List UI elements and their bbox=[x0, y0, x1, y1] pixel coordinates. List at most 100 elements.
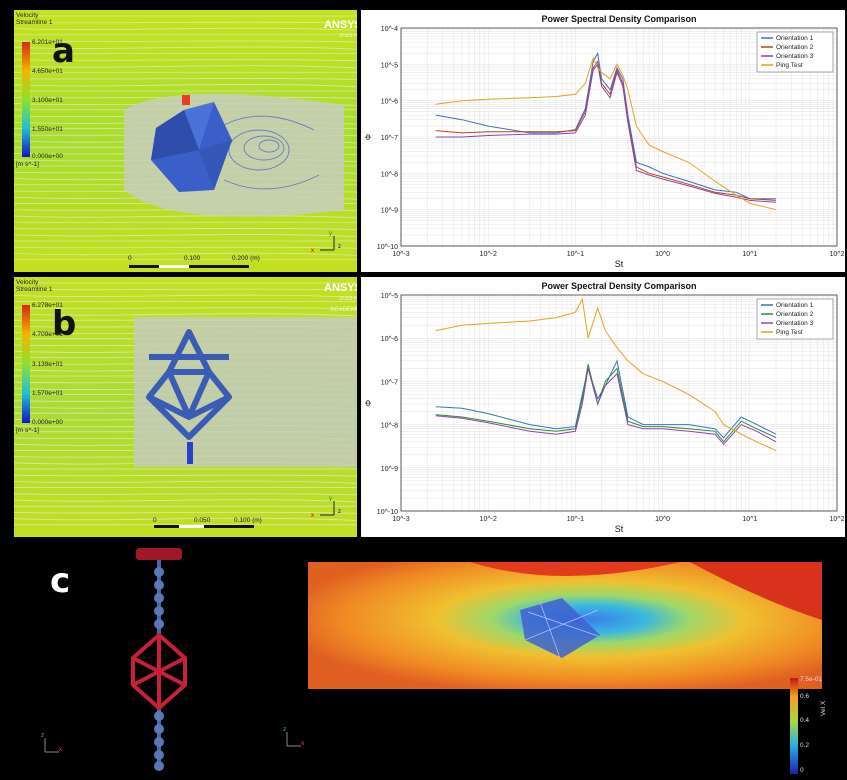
y-tick-label: 10^-9 bbox=[381, 208, 398, 215]
y-tick-label: 10^-5 bbox=[381, 293, 398, 300]
legend-subtitle-a: Streamline 1 bbox=[16, 19, 53, 26]
x-tick-label: 10^-3 bbox=[392, 251, 409, 258]
axis-z-c1: z bbox=[41, 732, 45, 739]
series-line bbox=[435, 368, 777, 446]
ansys-logo-a: ANSYS2023 R1 bbox=[324, 19, 357, 40]
svg-text:z: z bbox=[338, 244, 341, 250]
x-tick-label: 10^-3 bbox=[392, 516, 409, 523]
velocity-legend-bar bbox=[22, 305, 30, 423]
y-tick-label: 10^-4 bbox=[381, 26, 398, 33]
y-tick-label: 10^-9 bbox=[381, 466, 398, 473]
colorbar-tick: 0.4 bbox=[800, 717, 810, 724]
x-tick-label: 10^0 bbox=[655, 516, 670, 523]
tether-model bbox=[131, 548, 187, 771]
scalebar-label-a: 0.100 bbox=[184, 255, 201, 262]
axis-z-c2: z bbox=[283, 726, 287, 733]
x-tick-label: 10^2 bbox=[830, 251, 845, 258]
ansys-logo-b: ANSYS2023 R1 ACADEMIC bbox=[324, 282, 357, 314]
panel-c: c bbox=[0, 540, 847, 780]
colorbar-top: 7.5e-01 bbox=[800, 676, 823, 683]
legend-entry: Orientation 3 bbox=[776, 320, 814, 327]
velocity-legend-bar bbox=[22, 42, 30, 157]
legend-tick-a: 6.201e+01 bbox=[32, 39, 63, 46]
legend-entry: Orientation 3 bbox=[776, 53, 814, 60]
x-tick-label: 10^2 bbox=[830, 516, 845, 523]
colorbar-tick: 0.2 bbox=[800, 742, 810, 749]
y-tick-label: 10^-10 bbox=[377, 509, 398, 516]
y-axis-label: Φ bbox=[364, 400, 373, 406]
y-tick-label: 10^-7 bbox=[381, 379, 398, 386]
scalebar-label-b: 0.100 (m) bbox=[234, 517, 262, 524]
y-tick-label: 10^-8 bbox=[381, 171, 398, 178]
legend-entry: Orientation 1 bbox=[776, 302, 814, 309]
legend-entry: Orientation 1 bbox=[776, 35, 814, 42]
scalebar-label-a: 0.200 (m) bbox=[232, 255, 260, 262]
legend-tick-b: 3.139e+01 bbox=[32, 361, 63, 368]
panel-a-cfd: x y z a ANSYS2023 R1 Velocity Streamline 1… bbox=[14, 10, 357, 272]
legend-tick-b: 6.278e+01 bbox=[32, 302, 63, 309]
legend-subtitle-b: Streamline 1 bbox=[16, 286, 53, 293]
panel-a-label: a bbox=[52, 31, 75, 71]
panel-b-label: b bbox=[52, 304, 77, 344]
scalebar-label-a: 0 bbox=[128, 255, 132, 262]
y-tick-label: 10^-6 bbox=[381, 336, 398, 343]
legend-tick-a: 4.650e+01 bbox=[32, 68, 63, 75]
scalebar-label-b: 0.050 bbox=[194, 517, 211, 524]
legend-tick-a: 0.000e+00 bbox=[32, 153, 63, 160]
legend-unit-a: [m s^-1] bbox=[16, 161, 39, 168]
colorbar-title: Vel X bbox=[820, 700, 827, 716]
series-line bbox=[435, 364, 777, 443]
psd-plot-a: 10^-3 10^-2 10^-1 10^0 10^1 10^2 10^-10 10^-9 10… bbox=[361, 10, 845, 272]
x-tick-label: 10^-2 bbox=[480, 251, 497, 258]
x-axis-label: St bbox=[615, 259, 624, 269]
legend-entry: Ping Test bbox=[776, 62, 803, 69]
panel-a-flow-svg: x y z bbox=[14, 10, 357, 272]
svg-text:x: x bbox=[311, 248, 314, 254]
axis-x-c1: x bbox=[59, 746, 63, 753]
legend-unit-b: [m s^-1] bbox=[16, 427, 39, 434]
legend-tick-a: 1.550e+01 bbox=[32, 126, 63, 133]
x-tick-label: 10^1 bbox=[742, 516, 757, 523]
series-line bbox=[435, 297, 777, 452]
x-tick-label: 10^1 bbox=[742, 251, 757, 258]
legend-tick-a: 3.100e+01 bbox=[32, 97, 63, 104]
svg-text:z: z bbox=[338, 509, 341, 515]
axis-x-c2: x bbox=[301, 740, 305, 747]
chart-title: Power Spectral Density Comparison bbox=[541, 14, 696, 24]
psd-chart-a: 10^-3 10^-2 10^-1 10^0 10^1 10^2 10^-10 10^-9 10… bbox=[364, 14, 845, 269]
series-line bbox=[435, 56, 777, 211]
colorbar-tick: 0.6 bbox=[800, 693, 810, 700]
psd-chart-b: 10^-3 10^-2 10^-1 10^0 10^1 10^2 10^-10 10^-9 10… bbox=[364, 281, 845, 534]
chart-title: Power Spectral Density Comparison bbox=[541, 281, 696, 291]
series-line bbox=[435, 359, 777, 439]
legend-tick-b: 4.709e+01 bbox=[32, 331, 63, 338]
y-tick-label: 10^-6 bbox=[381, 99, 398, 106]
legend-tick-b: 1.570e+01 bbox=[32, 390, 63, 397]
x-tick-label: 10^-2 bbox=[480, 516, 497, 523]
legend-entry: Orientation 2 bbox=[776, 44, 814, 51]
x-tick-label: 10^-1 bbox=[567, 516, 584, 523]
x-tick-label: 10^-1 bbox=[567, 251, 584, 258]
octahedral-frame-model bbox=[146, 329, 232, 440]
colorbar-tick: 0 bbox=[800, 767, 804, 774]
y-axis-label: Φ bbox=[364, 134, 373, 140]
panel-b-flow-svg: x y z bbox=[14, 277, 357, 537]
panel-c-label: c bbox=[50, 561, 71, 601]
scalebar-label-b: 0 bbox=[153, 517, 157, 524]
vel-x-colorbar bbox=[790, 678, 798, 774]
series-line bbox=[435, 60, 777, 201]
y-tick-label: 10^-7 bbox=[381, 135, 398, 142]
svg-text:y: y bbox=[329, 231, 332, 237]
y-tick-label: 10^-5 bbox=[381, 62, 398, 69]
y-tick-label: 10^-10 bbox=[377, 244, 398, 251]
series-line bbox=[435, 63, 777, 203]
x-axis-label: St bbox=[615, 524, 624, 534]
legend-entry: Ping Test bbox=[776, 329, 803, 336]
legend-title-b: Velocity bbox=[16, 279, 39, 286]
x-tick-label: 10^0 bbox=[655, 251, 670, 258]
svg-text:y: y bbox=[329, 496, 332, 502]
series-line bbox=[435, 51, 776, 200]
legend-tick-b: 0.000e+00 bbox=[32, 419, 63, 426]
legend-title-a: Velocity bbox=[16, 12, 39, 19]
psd-plot-b: 10^-3 10^-2 10^-1 10^0 10^1 10^2 10^-10 10^-9 10… bbox=[361, 277, 845, 537]
